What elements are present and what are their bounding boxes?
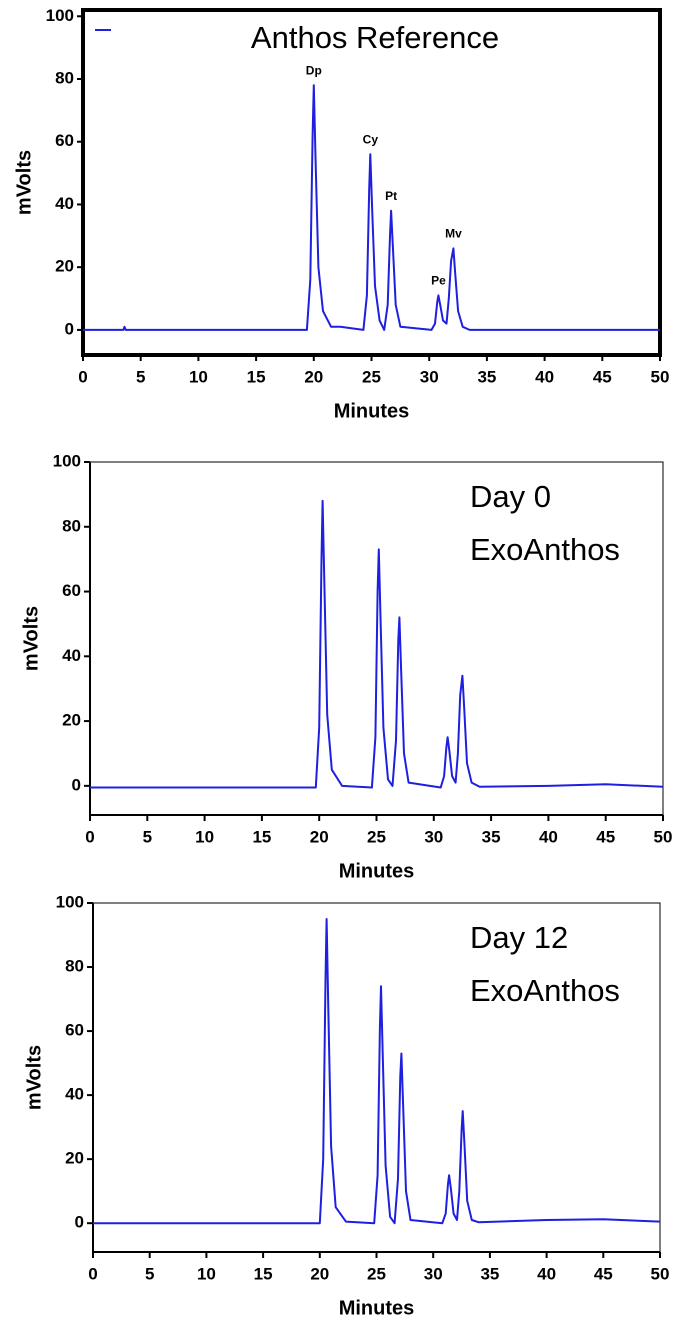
- x-tick-label: 10: [195, 827, 214, 846]
- x-tick-label: 20: [310, 827, 329, 846]
- x-tick-label: 10: [189, 367, 208, 386]
- x-tick-label: 35: [482, 827, 501, 846]
- y-axis-label: mVolts: [13, 150, 35, 215]
- x-tick-label: 15: [247, 367, 266, 386]
- chart-title: Day 0: [470, 479, 551, 514]
- y-tick-label: 0: [75, 1213, 84, 1232]
- x-tick-label: 15: [252, 827, 271, 846]
- x-tick-label: 50: [651, 367, 670, 386]
- chromatogram-line: [93, 918, 661, 1225]
- y-tick-label: 20: [65, 1149, 84, 1168]
- y-tick-label: 0: [65, 319, 74, 338]
- x-tick-label: 25: [367, 1264, 386, 1283]
- x-tick-label: 35: [477, 367, 496, 386]
- x-tick-label: 0: [85, 827, 94, 846]
- peak-label: Pt: [385, 189, 397, 203]
- x-tick-label: 5: [136, 367, 145, 386]
- y-tick-label: 40: [55, 194, 74, 213]
- x-tick-label: 20: [304, 367, 323, 386]
- y-tick-label: 40: [62, 646, 81, 665]
- x-tick-label: 50: [654, 827, 673, 846]
- x-tick-label: 25: [367, 827, 386, 846]
- y-axis-label: mVolts: [23, 1045, 45, 1110]
- x-axis-label: Minutes: [339, 860, 415, 882]
- x-tick-label: 30: [424, 1264, 443, 1283]
- x-tick-label: 5: [143, 827, 152, 846]
- chart-title: ExoAnthos: [470, 973, 620, 1008]
- peak-label: Dp: [306, 63, 322, 77]
- y-tick-label: 0: [72, 775, 81, 794]
- x-tick-label: 50: [651, 1264, 670, 1283]
- x-tick-label: 30: [420, 367, 439, 386]
- y-tick-label: 60: [62, 581, 81, 600]
- x-tick-label: 5: [145, 1264, 154, 1283]
- y-tick-label: 100: [56, 892, 84, 911]
- y-tick-label: 80: [65, 957, 84, 976]
- x-axis-label: Minutes: [339, 1297, 415, 1319]
- x-tick-label: 40: [537, 1264, 556, 1283]
- y-tick-label: 60: [55, 131, 74, 150]
- y-tick-label: 100: [46, 6, 74, 25]
- x-axis-label: Minutes: [334, 400, 410, 422]
- x-tick-label: 45: [596, 827, 615, 846]
- x-tick-label: 10: [197, 1264, 216, 1283]
- y-tick-label: 40: [65, 1085, 84, 1104]
- x-tick-label: 20: [310, 1264, 329, 1283]
- x-tick-label: 25: [362, 367, 381, 386]
- x-tick-label: 40: [539, 827, 558, 846]
- x-tick-label: 0: [78, 367, 87, 386]
- y-tick-label: 20: [55, 257, 74, 276]
- peak-label: Mv: [445, 227, 462, 241]
- y-tick-label: 80: [55, 68, 74, 87]
- x-tick-label: 40: [535, 367, 554, 386]
- x-tick-label: 35: [480, 1264, 499, 1283]
- x-tick-label: 45: [593, 367, 612, 386]
- y-axis-label: mVolts: [20, 606, 42, 671]
- chart-title: ExoAnthos: [470, 532, 620, 567]
- chromatogram-line: [90, 499, 664, 789]
- y-tick-label: 100: [53, 451, 81, 470]
- y-tick-label: 80: [62, 516, 81, 535]
- chart-title: Day 12: [470, 920, 568, 955]
- y-tick-label: 60: [65, 1021, 84, 1040]
- x-tick-label: 0: [88, 1264, 97, 1283]
- x-tick-label: 30: [424, 827, 443, 846]
- peak-label: Pe: [431, 274, 446, 288]
- peak-label: Cy: [363, 132, 379, 146]
- y-tick-label: 20: [62, 711, 81, 730]
- x-tick-label: 15: [254, 1264, 273, 1283]
- chart-title: Anthos Reference: [251, 20, 499, 55]
- x-tick-label: 45: [594, 1264, 613, 1283]
- chromatogram-line: [83, 84, 660, 331]
